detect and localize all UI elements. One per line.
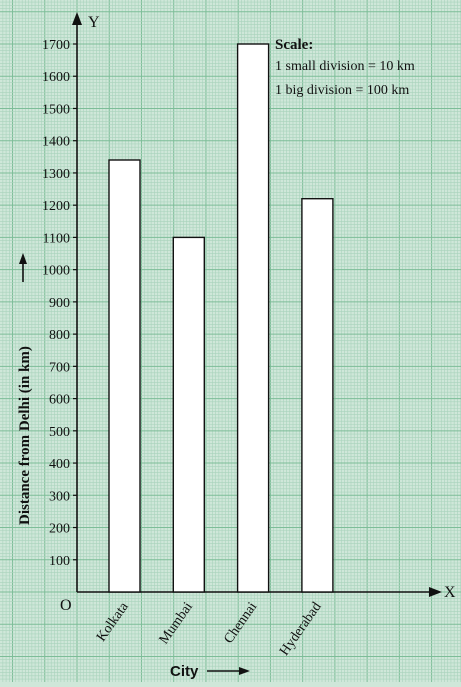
bar-kolkata [108,159,141,593]
y-tick-label: 600 [49,393,70,408]
y-tick-label: 1300 [42,167,70,182]
y-tick-label: 1700 [42,38,70,53]
scale-box: Scale: 1 small division = 10 km 1 big di… [275,37,415,98]
scale-line-small: 1 small division = 10 km [275,59,415,74]
y-tick-label: 1200 [42,199,70,214]
x-axis-arrowhead [429,587,442,597]
y-tick-label: 1400 [42,135,70,150]
x-axis-letter: X [444,584,456,601]
y-tick-label: 1500 [42,102,70,117]
y-tick-label: 1600 [42,70,70,85]
y-tick-label: 100 [49,554,70,569]
bar-chennai [236,43,270,593]
y-axis-label: Distance from Delhi (in km) [17,346,33,525]
y-axis-arrowhead [72,12,82,25]
scale-line-big: 1 big division = 100 km [275,83,409,98]
x-axis-label: City [170,663,199,680]
y-tick-label: 400 [49,457,70,472]
bar-mumbai [172,236,206,593]
y-tick-label: 700 [49,360,70,375]
x-label-arrow [207,667,250,675]
y-axis-letter: Y [88,14,100,31]
y-tick-label: 1100 [43,231,70,246]
y-tick-label: 900 [49,296,70,311]
y-tick-label: 1000 [42,264,70,279]
y-tick-labels: 100 200 300 400 500 600 700 800 900 1000 1100 1200 1… [42,38,77,569]
y-tick-label: 300 [49,489,70,504]
y-tick-label: 500 [49,425,70,440]
scale-title: Scale: [275,37,313,53]
y-tick-label: 800 [49,328,70,343]
y-axis-label-group: Distance from Delhi (in km) [17,346,33,525]
bars [108,43,334,593]
origin-label: O [60,597,72,614]
y-label-arrow [19,253,27,282]
bar-hyderabad [301,197,334,593]
y-tick-label: 200 [49,522,70,537]
